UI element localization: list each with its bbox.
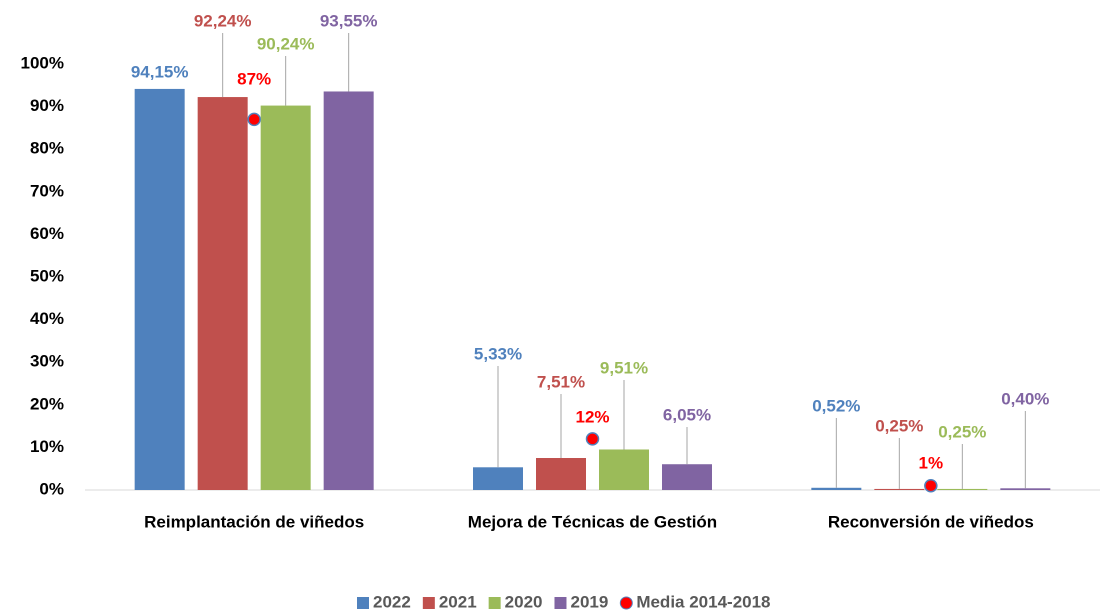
bar [323, 91, 374, 491]
data-label: 90,24% [257, 34, 315, 53]
y-tick-label: 0% [39, 479, 64, 498]
data-label: 5,33% [474, 344, 522, 363]
data-label: 9,51% [600, 358, 648, 377]
average-label: 1% [919, 453, 944, 472]
data-label: 7,51% [537, 372, 585, 391]
y-tick-label: 50% [30, 266, 64, 285]
bar [473, 467, 523, 490]
legend-label: 2019 [570, 592, 608, 611]
average-marker [924, 478, 938, 493]
y-tick-label: 90% [30, 96, 64, 115]
bar [662, 464, 712, 490]
data-label: 94,15% [131, 62, 189, 81]
legend-label: 2020 [505, 592, 543, 611]
legend-swatch [357, 597, 369, 609]
bar [937, 488, 988, 490]
bar [874, 488, 925, 490]
legend-swatch [554, 597, 567, 609]
legend-swatch [488, 597, 501, 609]
data-label: 6,05% [663, 405, 711, 424]
legend-swatch [422, 597, 435, 609]
data-label: 92,24% [194, 11, 252, 30]
bar [536, 458, 586, 490]
legend-label: 2021 [439, 592, 477, 611]
bar [811, 487, 862, 490]
data-label: 0,25% [875, 416, 923, 435]
data-label: 0,25% [938, 422, 986, 441]
average-marker [247, 112, 261, 127]
y-tick-label: 20% [30, 394, 64, 413]
data-label: 0,40% [1001, 389, 1049, 408]
y-tick-label: 70% [30, 181, 64, 200]
data-label: 0,52% [812, 396, 860, 415]
average-label: 87% [237, 69, 271, 88]
y-tick-label: 80% [30, 139, 64, 158]
bar [260, 105, 311, 490]
y-tick-label: 40% [30, 309, 64, 328]
average-label: 12% [575, 407, 609, 426]
x-tick-label: Reimplantación de viñedos [144, 512, 364, 531]
y-tick-label: 10% [30, 437, 64, 456]
bar [197, 97, 248, 490]
y-tick-label: 60% [30, 224, 64, 243]
legend-label: Media 2014-2018 [636, 592, 770, 611]
legend-label: 2022 [373, 592, 411, 611]
y-tick-label: 30% [30, 352, 64, 371]
x-tick-label: Mejora de Técnicas de Gestión [468, 512, 717, 531]
x-tick-label: Reconversión de viñedos [828, 512, 1034, 531]
bar [1000, 488, 1051, 490]
bar [134, 88, 185, 491]
average-marker [585, 432, 600, 446]
bar [599, 449, 649, 490]
y-tick-label: 100% [21, 53, 64, 72]
legend-marker [619, 596, 633, 610]
data-label: 93,55% [320, 11, 378, 30]
